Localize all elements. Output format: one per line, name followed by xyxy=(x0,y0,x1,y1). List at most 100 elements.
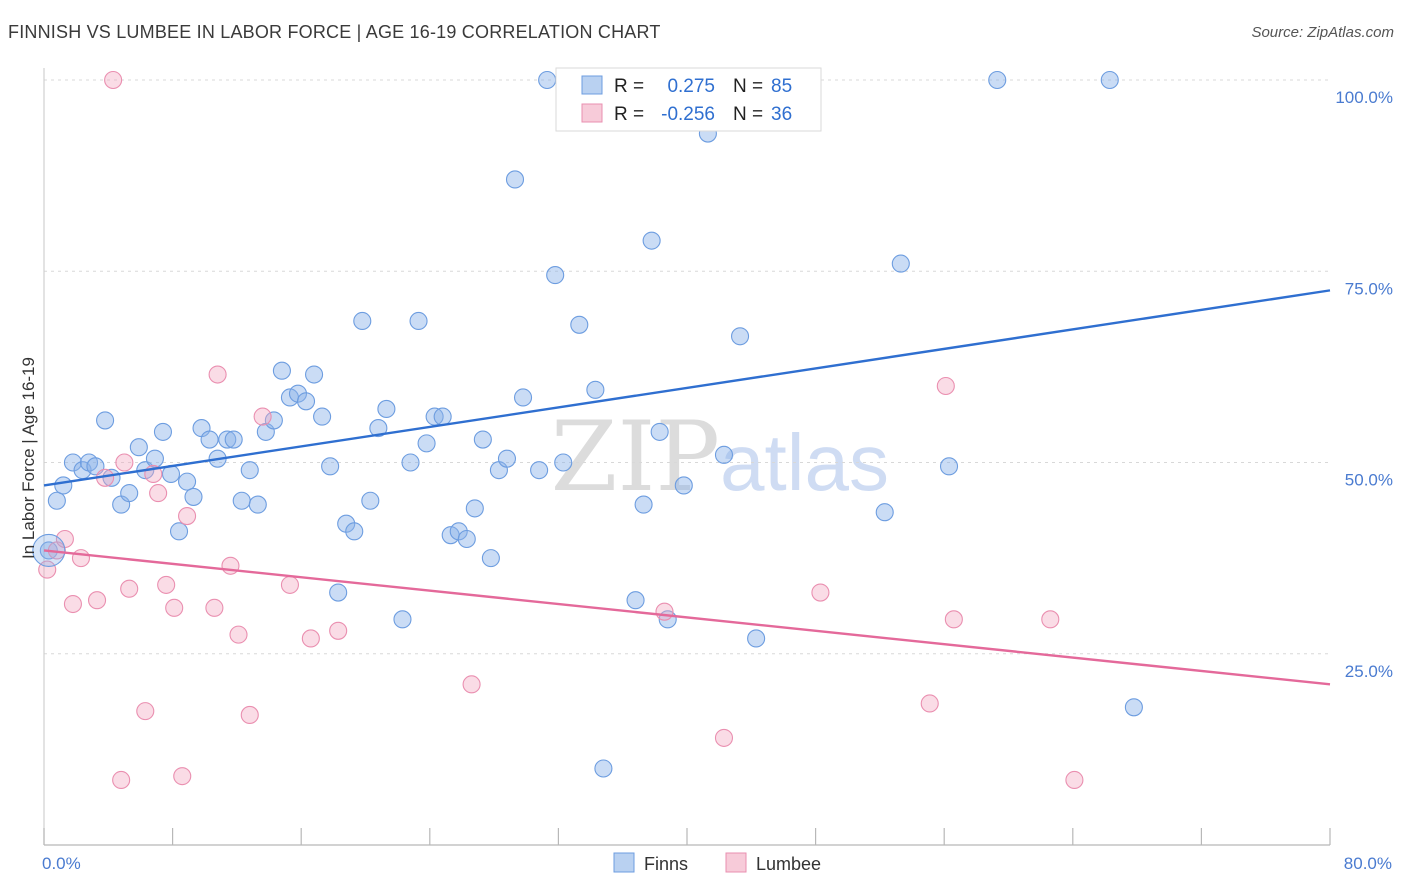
finns-point-23 xyxy=(224,430,243,449)
finns-point-42 xyxy=(377,399,396,419)
chart-title: FINNISH VS LUMBEE IN LABOR FORCE | AGE 1… xyxy=(8,22,661,42)
stats-swatch-0 xyxy=(581,75,603,95)
lumbee-point-32 xyxy=(944,610,963,629)
finns-point-28 xyxy=(264,411,283,430)
finns-point-58 xyxy=(513,388,533,407)
stats-n-label-1: N = xyxy=(733,104,763,125)
finns-point-68 xyxy=(634,495,653,514)
lumbee-point-7 xyxy=(104,70,123,90)
stats-n-value-0: 85 xyxy=(771,76,792,97)
finns-point-60 xyxy=(538,70,557,90)
legend-label-1: Lumbee xyxy=(756,854,821,874)
lumbee-point-22 xyxy=(253,407,272,426)
finns-point-62 xyxy=(554,453,573,472)
finns-point-17 xyxy=(178,472,197,491)
lumbee-point-9 xyxy=(120,579,139,598)
finns-point-64 xyxy=(586,380,605,399)
finns-point-39 xyxy=(353,311,372,331)
finns-point-40 xyxy=(361,491,380,510)
finns-point-41 xyxy=(369,419,388,438)
finns-point-72 xyxy=(674,476,693,495)
lumbee-trend-line xyxy=(43,549,1331,686)
y-axis-title: In Labor Force | Age 16-19 xyxy=(19,357,38,559)
lumbee-point-25 xyxy=(329,621,348,640)
finns-point-74 xyxy=(714,445,734,464)
lumbee-point-13 xyxy=(157,575,176,594)
stats-r-value-1: -0.256 xyxy=(661,104,715,125)
lumbee-point-14 xyxy=(165,598,184,617)
lumbee-point-16 xyxy=(178,506,197,526)
finns-point-80 xyxy=(988,70,1007,90)
finns-point-18 xyxy=(184,487,203,506)
lumbee-point-18 xyxy=(208,365,227,384)
finns-point-61 xyxy=(546,266,565,285)
watermark-atlas: atlas xyxy=(720,418,889,507)
lumbee-point-12 xyxy=(149,484,168,503)
lumbee-point-24 xyxy=(301,629,320,648)
lumbee-point-17 xyxy=(205,598,224,617)
legend-swatch-0 xyxy=(613,852,635,873)
stats-r-value-0: 0.275 xyxy=(667,76,715,97)
finns-point-36 xyxy=(329,583,348,602)
y-tick-label-3: 100.0% xyxy=(1335,88,1393,107)
axes: 0.0% 80.0% 25.0% 50.0% 75.0% 100.0% xyxy=(42,68,1393,873)
lumbee-point-15 xyxy=(173,767,192,786)
x-tick-label-0: 0.0% xyxy=(42,854,81,873)
stats-r-label-0: R = xyxy=(614,76,644,97)
finns-point-33 xyxy=(305,365,324,384)
finns-point-22 xyxy=(218,430,237,449)
lumbee-point-8 xyxy=(112,770,131,790)
lumbee-point-35 xyxy=(115,453,134,472)
finns-point-45 xyxy=(409,311,428,331)
watermark: ZIP atlas xyxy=(551,401,889,513)
finns-point-20 xyxy=(200,430,219,449)
finns-point-29 xyxy=(272,361,291,380)
finns-point-24 xyxy=(232,491,251,510)
finns-point-11 xyxy=(129,438,148,457)
finns-point-65 xyxy=(594,759,613,778)
finns-point-35 xyxy=(321,457,340,476)
finns-trend-line xyxy=(43,289,1331,487)
lumbee-point-19 xyxy=(221,556,240,575)
finns-point-54 xyxy=(481,549,500,568)
finns-point-82 xyxy=(1124,698,1143,717)
finns-point-77 xyxy=(875,503,894,522)
legend-swatch-1 xyxy=(725,852,747,873)
finns-point-7 xyxy=(96,411,115,430)
finns-point-44 xyxy=(401,453,420,472)
finns-point-70 xyxy=(650,422,669,441)
finns-point-46 xyxy=(417,434,436,453)
finns-point-51 xyxy=(457,529,476,549)
finns-point-53 xyxy=(473,430,492,449)
lumbee-point-26 xyxy=(462,675,481,694)
finns-point-34 xyxy=(313,407,332,426)
finns-point-75 xyxy=(730,327,750,346)
finns-point-76 xyxy=(747,629,766,648)
finns-point-14 xyxy=(153,422,173,441)
lumbee-point-30 xyxy=(920,694,939,713)
lumbee-point-21 xyxy=(240,705,259,725)
finns-point-63 xyxy=(570,315,589,334)
finns-point-2 xyxy=(54,476,73,495)
lumbee-point-10 xyxy=(136,702,155,721)
trend-layer xyxy=(43,289,1331,686)
stats-r-label-1: R = xyxy=(614,104,644,125)
finns-point-43 xyxy=(393,610,412,629)
grid-lines xyxy=(44,79,1330,655)
chart-source: Source: ZipAtlas.com xyxy=(1251,24,1394,41)
legend-label-0: Finns xyxy=(644,854,688,874)
stats-n-value-1: 36 xyxy=(771,104,792,125)
finns-point-59 xyxy=(530,461,549,480)
lumbee-point-31 xyxy=(936,376,955,396)
finns-point-69 xyxy=(642,231,661,250)
watermark-zip: ZIP xyxy=(551,401,720,513)
finns-point-78 xyxy=(891,254,910,273)
lumbee-point-29 xyxy=(811,583,830,602)
finns-point-3 xyxy=(63,453,82,472)
stats-n-label-0: N = xyxy=(733,76,763,97)
finns-point-57 xyxy=(505,170,525,189)
finns-point-48 xyxy=(433,407,452,426)
y-tick-label-1: 50.0% xyxy=(1345,471,1393,490)
finns-point-1 xyxy=(47,491,66,510)
lumbee-point-34 xyxy=(1065,770,1084,790)
